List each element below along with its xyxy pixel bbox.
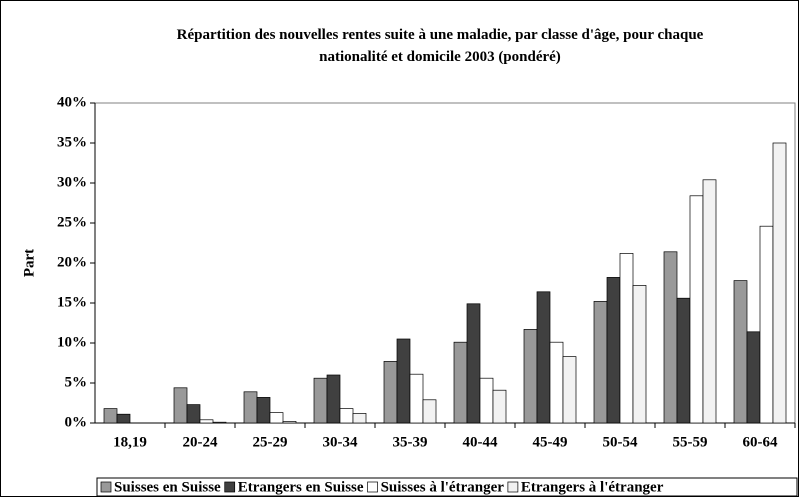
bar bbox=[562, 356, 577, 424]
bar bbox=[702, 179, 717, 424]
bar bbox=[492, 389, 507, 424]
bar bbox=[759, 225, 774, 424]
bar bbox=[733, 280, 748, 424]
bar bbox=[243, 391, 258, 424]
bar bbox=[326, 374, 341, 424]
bar bbox=[116, 413, 131, 424]
bar bbox=[453, 341, 468, 424]
bar bbox=[606, 277, 621, 424]
x-tick-label: 30-34 bbox=[323, 434, 358, 450]
legend-swatch bbox=[224, 481, 236, 493]
y-tick-label: 25% bbox=[57, 214, 87, 230]
y-tick-label: 15% bbox=[57, 294, 87, 310]
bar bbox=[676, 297, 691, 424]
bar bbox=[466, 303, 481, 424]
x-tick-label: 18,19 bbox=[113, 434, 147, 450]
bar bbox=[689, 195, 704, 424]
legend-swatch bbox=[367, 481, 378, 493]
bar bbox=[256, 397, 271, 424]
legend-swatch bbox=[100, 481, 112, 493]
bar bbox=[619, 253, 634, 424]
x-tick-label: 55-59 bbox=[673, 434, 708, 450]
bar bbox=[422, 399, 437, 424]
bar bbox=[523, 329, 538, 424]
y-tick-label: 5% bbox=[65, 374, 88, 390]
bar bbox=[313, 377, 328, 424]
y-tick-label: 0% bbox=[65, 414, 88, 430]
x-tick-label: 35-39 bbox=[393, 434, 428, 450]
bar bbox=[772, 142, 787, 424]
legend-label: Etrangers en Suisse bbox=[238, 479, 364, 495]
bar bbox=[186, 404, 201, 424]
x-tick-label: 40-44 bbox=[463, 434, 498, 450]
bar bbox=[173, 387, 188, 424]
legend-swatch bbox=[507, 481, 519, 493]
bar bbox=[352, 413, 367, 424]
y-tick-label: 40% bbox=[57, 94, 87, 110]
bar bbox=[593, 301, 608, 424]
bar bbox=[199, 419, 214, 424]
legend-label: Etrangers à l'étranger bbox=[521, 479, 664, 495]
x-tick-label: 20-24 bbox=[183, 434, 218, 450]
bar bbox=[396, 338, 411, 424]
x-tick-label: 50-54 bbox=[603, 434, 638, 450]
bar bbox=[212, 421, 227, 424]
legend-label: Suisses en Suisse bbox=[114, 479, 221, 495]
chart-title: Répartition des nouvelles rentes suite à… bbox=[177, 27, 704, 65]
y-axis-label: Part bbox=[21, 249, 37, 277]
bar bbox=[663, 251, 678, 424]
bar bbox=[632, 285, 647, 424]
bar bbox=[269, 412, 284, 424]
bar bbox=[103, 408, 118, 424]
legend: Suisses en Suisse Etrangers en Suisse Suis… bbox=[96, 477, 798, 497]
y-tick-label: 10% bbox=[57, 334, 87, 350]
bar bbox=[383, 361, 398, 424]
x-tick-label: 45-49 bbox=[533, 434, 568, 450]
bar bbox=[549, 341, 564, 424]
bar bbox=[409, 373, 424, 424]
x-tick-label: 60-64 bbox=[743, 434, 778, 450]
bar bbox=[282, 421, 297, 424]
y-tick-label: 35% bbox=[57, 134, 87, 150]
bar bbox=[479, 377, 494, 424]
legend-box bbox=[96, 477, 798, 497]
legend-label: Suisses à l'étranger bbox=[381, 479, 505, 495]
y-tick-label: 30% bbox=[57, 174, 87, 190]
x-tick-label: 25-29 bbox=[253, 434, 288, 450]
bar bbox=[746, 331, 761, 424]
bar bbox=[339, 408, 354, 424]
y-tick-label: 20% bbox=[57, 254, 87, 270]
bar bbox=[536, 291, 551, 424]
